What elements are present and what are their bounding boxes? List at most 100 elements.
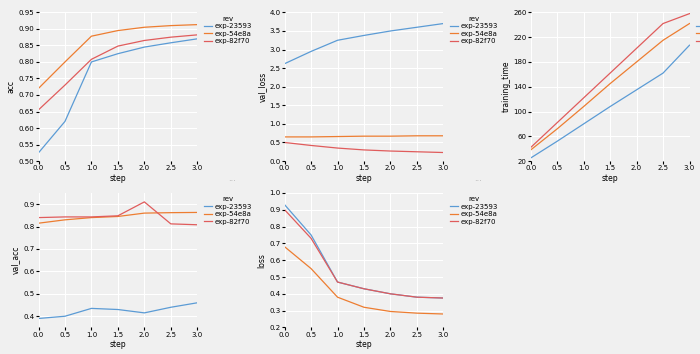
- exp-54e8a: [167, 23, 175, 28]
- exp-54e8a: [333, 135, 342, 139]
- exp-54e8a: [88, 216, 96, 220]
- X-axis label: step: step: [110, 341, 126, 349]
- exp-82f70: [360, 148, 368, 152]
- X-axis label: step: step: [356, 341, 372, 349]
- exp-23593: [193, 37, 202, 41]
- Line: exp-82f70: exp-82f70: [285, 142, 443, 153]
- exp-54e8a: [526, 148, 535, 152]
- Legend: exp-23593, exp-54e8a, exp-82f70: exp-23593, exp-54e8a, exp-82f70: [202, 15, 253, 45]
- exp-23593: [281, 202, 289, 207]
- exp-54e8a: [360, 134, 368, 138]
- Text: ···: ···: [475, 0, 482, 5]
- exp-23593: [526, 156, 535, 160]
- exp-54e8a: [659, 38, 667, 42]
- exp-23593: [140, 311, 148, 315]
- exp-54e8a: [281, 245, 289, 249]
- exp-82f70: [193, 223, 202, 227]
- exp-54e8a: [167, 211, 175, 215]
- exp-82f70: [632, 46, 640, 50]
- exp-23593: [34, 316, 43, 321]
- exp-54e8a: [360, 305, 368, 309]
- exp-82f70: [281, 140, 289, 144]
- Line: exp-54e8a: exp-54e8a: [531, 23, 690, 150]
- Line: exp-82f70: exp-82f70: [285, 210, 443, 298]
- exp-82f70: [281, 207, 289, 212]
- exp-54e8a: [88, 34, 96, 38]
- exp-54e8a: [632, 60, 640, 64]
- exp-23593: [632, 88, 640, 92]
- X-axis label: step: step: [356, 174, 372, 183]
- exp-54e8a: [61, 218, 69, 222]
- exp-23593: [167, 41, 175, 45]
- exp-23593: [685, 43, 694, 47]
- exp-23593: [61, 314, 69, 318]
- exp-82f70: [333, 146, 342, 150]
- exp-23593: [333, 38, 342, 42]
- exp-23593: [553, 139, 561, 143]
- exp-82f70: [553, 120, 561, 125]
- exp-23593: [113, 52, 122, 56]
- exp-23593: [281, 62, 289, 66]
- exp-54e8a: [61, 60, 69, 64]
- Line: exp-82f70: exp-82f70: [38, 35, 197, 110]
- exp-82f70: [386, 149, 395, 153]
- Line: exp-23593: exp-23593: [285, 23, 443, 64]
- exp-23593: [386, 29, 395, 33]
- Legend: exp-23593, exp-54e8a, exp-82f70: exp-23593, exp-54e8a, exp-82f70: [449, 15, 500, 45]
- exp-23593: [386, 292, 395, 296]
- exp-23593: [113, 307, 122, 312]
- exp-23593: [439, 296, 447, 300]
- Y-axis label: acc: acc: [7, 80, 16, 93]
- Line: exp-23593: exp-23593: [531, 45, 690, 158]
- exp-54e8a: [307, 135, 315, 139]
- exp-54e8a: [140, 211, 148, 215]
- exp-82f70: [360, 287, 368, 291]
- exp-54e8a: [113, 28, 122, 33]
- exp-82f70: [413, 295, 421, 299]
- exp-54e8a: [439, 312, 447, 316]
- exp-23593: [360, 33, 368, 38]
- exp-82f70: [167, 222, 175, 226]
- exp-82f70: [386, 292, 395, 296]
- Text: ···: ···: [228, 0, 236, 5]
- exp-82f70: [140, 38, 148, 42]
- Y-axis label: val_loss: val_loss: [258, 72, 267, 102]
- exp-82f70: [113, 214, 122, 218]
- exp-23593: [606, 104, 615, 109]
- exp-82f70: [88, 57, 96, 62]
- Legend: exp-23593, exp-54e8a, exp-82f70: exp-23593, exp-54e8a, exp-82f70: [202, 195, 253, 226]
- Line: exp-82f70: exp-82f70: [38, 202, 197, 225]
- exp-23593: [140, 45, 148, 49]
- exp-82f70: [685, 11, 694, 16]
- Line: exp-54e8a: exp-54e8a: [285, 136, 443, 137]
- exp-54e8a: [580, 104, 588, 109]
- exp-82f70: [61, 215, 69, 219]
- exp-54e8a: [553, 127, 561, 131]
- Legend: exp-23593, exp-54e8a, exp-82f70: exp-23593, exp-54e8a, exp-82f70: [449, 195, 500, 226]
- exp-54e8a: [439, 134, 447, 138]
- Y-axis label: training_time: training_time: [501, 61, 510, 113]
- exp-54e8a: [386, 134, 395, 138]
- exp-23593: [88, 60, 96, 64]
- exp-54e8a: [193, 23, 202, 27]
- exp-82f70: [413, 150, 421, 154]
- exp-54e8a: [307, 267, 315, 271]
- exp-82f70: [606, 71, 615, 75]
- exp-82f70: [307, 143, 315, 148]
- exp-23593: [61, 119, 69, 124]
- exp-54e8a: [140, 25, 148, 29]
- exp-23593: [439, 21, 447, 25]
- exp-23593: [360, 287, 368, 291]
- exp-54e8a: [333, 295, 342, 299]
- exp-54e8a: [606, 81, 615, 86]
- exp-23593: [307, 233, 315, 237]
- exp-82f70: [526, 145, 535, 149]
- Line: exp-54e8a: exp-54e8a: [38, 25, 197, 88]
- Text: ···: ···: [228, 177, 236, 186]
- exp-82f70: [439, 296, 447, 300]
- exp-54e8a: [413, 311, 421, 315]
- exp-82f70: [580, 96, 588, 100]
- exp-23593: [88, 306, 96, 310]
- Line: exp-54e8a: exp-54e8a: [38, 212, 197, 223]
- exp-82f70: [659, 21, 667, 25]
